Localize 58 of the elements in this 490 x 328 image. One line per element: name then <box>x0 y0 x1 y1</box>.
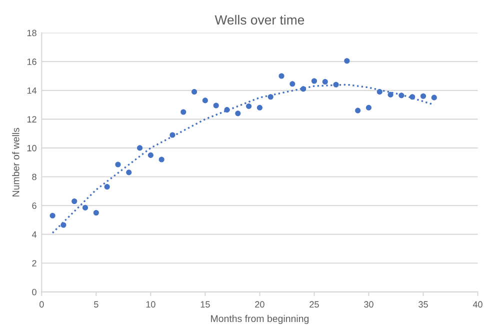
point <box>420 93 426 99</box>
x-tick-label: 30 <box>364 301 374 308</box>
point <box>268 94 274 100</box>
point <box>235 110 241 116</box>
y-tick-label: 4 <box>32 231 37 238</box>
point <box>180 109 186 115</box>
chart-title: Wells over time <box>214 14 304 25</box>
point <box>170 132 176 138</box>
point <box>290 81 296 87</box>
point <box>333 82 339 88</box>
point <box>72 198 78 204</box>
point <box>398 92 404 98</box>
point <box>213 102 219 108</box>
point <box>410 94 416 100</box>
point <box>115 162 121 168</box>
point <box>366 104 372 110</box>
x-tick-label: 25 <box>310 301 319 308</box>
point <box>136 145 143 151</box>
y-tick-label: 8 <box>32 174 36 180</box>
point <box>60 222 66 228</box>
y-tick-label: 6 <box>32 202 36 209</box>
point <box>192 89 198 95</box>
point <box>126 170 132 176</box>
y-axis-title: Number of wells <box>12 128 20 196</box>
point <box>355 108 361 114</box>
y-tick-label: 12 <box>27 116 36 122</box>
point <box>50 212 56 218</box>
y-tick-label: 10 <box>27 144 36 152</box>
y-tick-label: 18 <box>27 30 36 36</box>
point <box>376 89 382 95</box>
point <box>344 58 350 64</box>
point <box>246 103 252 109</box>
point <box>224 107 230 113</box>
point <box>93 210 99 216</box>
point <box>278 73 284 79</box>
x-tick-label: 15 <box>200 301 210 308</box>
point <box>104 184 110 190</box>
point <box>158 156 164 162</box>
point <box>311 78 317 84</box>
x-tick-label: 0 <box>39 301 44 308</box>
y-tick-label: 16 <box>27 58 36 65</box>
point <box>322 78 328 85</box>
point <box>300 86 306 92</box>
point <box>388 92 394 98</box>
y-tick-label: 14 <box>27 87 37 94</box>
point <box>256 104 262 110</box>
x-tick-label: 20 <box>255 301 264 308</box>
point <box>148 152 154 158</box>
y-tick-label: 0 <box>32 288 36 296</box>
x-tick-label: 5 <box>94 301 98 308</box>
x-tick-label: 40 <box>472 301 482 308</box>
x-axis-title: Months from beginning <box>211 314 309 324</box>
point <box>82 204 88 210</box>
y-tick-label: 2 <box>32 260 36 266</box>
x-tick-label: 10 <box>146 301 156 308</box>
x-tick-label: 35 <box>418 301 428 308</box>
point <box>431 94 437 100</box>
point <box>202 98 208 104</box>
